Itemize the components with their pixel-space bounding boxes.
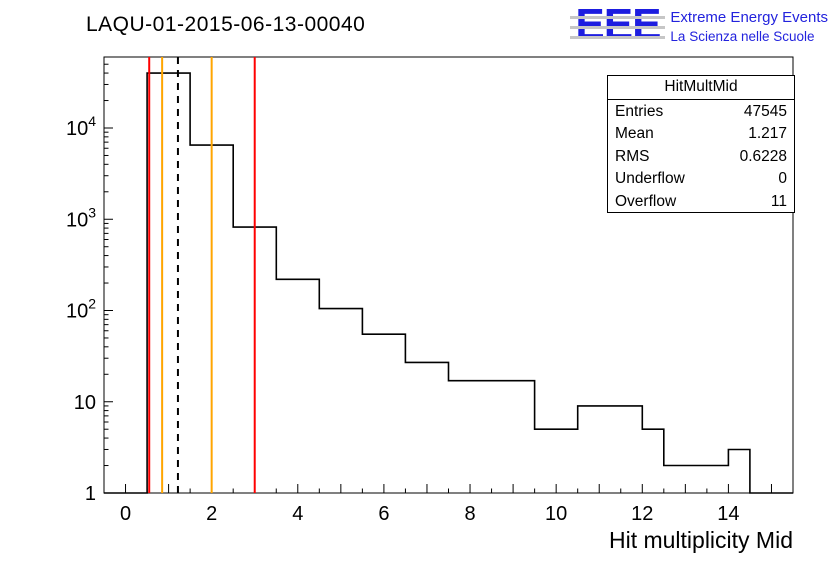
stats-box: HitMultMid Entries 47545 Mean 1.217 RMS … <box>607 75 795 213</box>
y-axis-tick-label: 103 <box>66 204 96 231</box>
stat-label: RMS <box>615 147 650 165</box>
logo-stripe-icon <box>570 16 666 19</box>
x-axis-tick-label: 8 <box>464 503 475 525</box>
y-axis-tick-label: 1 <box>85 483 96 505</box>
logo-caption-line2: La Scienza nelle Scuole <box>670 28 815 44</box>
eee-logo: EEE Extreme Energy Events La Scienza nel… <box>570 3 828 47</box>
stat-label: Mean <box>615 125 654 143</box>
y-axis-tick-label: 10 <box>74 392 96 414</box>
x-axis-title: Hit multiplicity Mid <box>608 527 793 553</box>
stats-row: Overflow 11 <box>608 190 794 212</box>
x-axis-tick-label: 4 <box>292 503 303 525</box>
x-axis-tick-label: 14 <box>717 503 739 525</box>
stat-value: 0.6228 <box>739 147 787 165</box>
stat-label: Underflow <box>615 170 685 188</box>
plot-title: LAQU-01-2015-06-13-00040 <box>86 13 366 36</box>
histogram-line <box>104 72 793 494</box>
x-axis-tick-label: 10 <box>545 503 567 525</box>
logo-stripe-icon <box>570 26 666 29</box>
logo-stripe-icon <box>570 36 666 39</box>
stat-label: Entries <box>615 103 664 120</box>
stat-label: Overflow <box>615 192 677 210</box>
eee-logo-acronym: EEE <box>570 3 666 47</box>
stats-row: RMS 0.6228 <box>608 145 794 167</box>
stat-value: 47545 <box>743 103 787 120</box>
x-axis-tick-label: 2 <box>206 503 217 525</box>
stat-value: 1.217 <box>748 125 787 143</box>
stats-row: Entries 47545 <box>608 100 794 122</box>
logo-caption-line1: Extreme Energy Events <box>670 9 828 26</box>
stats-box-title: HitMultMid <box>608 76 794 100</box>
stat-value: 11 <box>770 192 787 210</box>
eee-logo-caption: Extreme Energy Events La Scienza nelle S… <box>670 5 828 45</box>
x-axis-tick-label: 6 <box>378 503 389 525</box>
x-axis-tick-label: 0 <box>120 503 131 525</box>
stats-row: Underflow 0 <box>608 167 794 189</box>
eee-logo-text: EEE <box>575 0 661 49</box>
stats-row: Mean 1.217 <box>608 122 794 144</box>
y-axis-tick-label: 102 <box>66 296 96 323</box>
y-axis-tick-label: 104 <box>66 113 96 140</box>
stat-value: 0 <box>778 170 787 188</box>
x-axis-tick-label: 12 <box>631 503 653 525</box>
